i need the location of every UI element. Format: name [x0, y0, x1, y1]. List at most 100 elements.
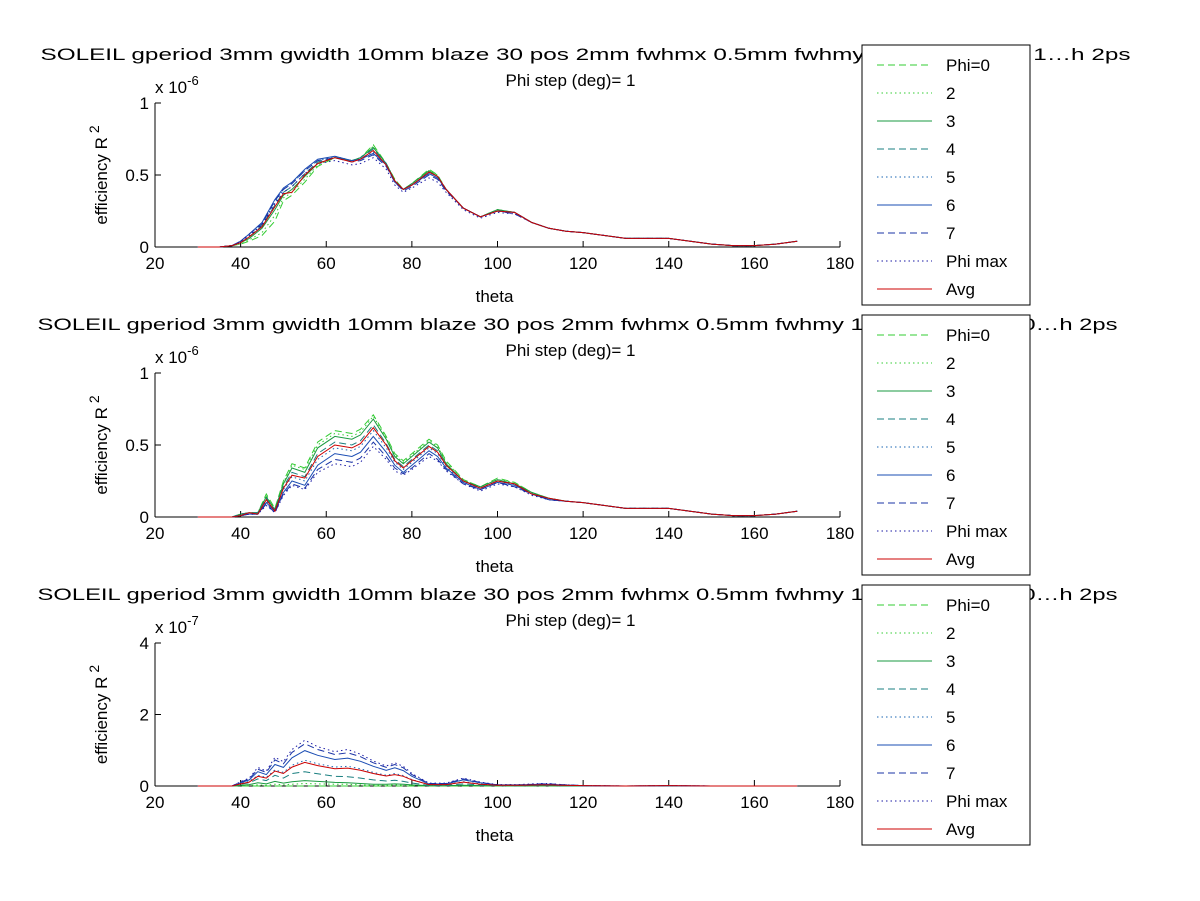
- series-line-7: [197, 743, 798, 787]
- series-line-5: [197, 151, 798, 248]
- legend-box: [861, 314, 1031, 576]
- legend-label: 5: [946, 438, 955, 457]
- legend-label: Phi max: [946, 792, 1008, 811]
- y-exponent-label: x 10-6: [155, 343, 199, 367]
- y-tick-label: 0: [140, 238, 149, 257]
- x-tick-label: 20: [146, 524, 165, 543]
- x-axis-label: theta: [476, 826, 514, 845]
- series-line-6: [197, 152, 798, 248]
- x-tick-label: 20: [146, 254, 165, 273]
- x-tick-label: 180: [826, 524, 854, 543]
- y-axis-label: efficiency R2: [86, 395, 111, 495]
- x-tick-label: 120: [569, 793, 597, 812]
- panel-title: SOLEIL gperiod 3mm gwidth 10mm blaze 30 …: [41, 45, 1131, 64]
- x-tick-label: 180: [826, 793, 854, 812]
- x-tick-label: 140: [655, 524, 683, 543]
- subplot-3: 20 40 60 80 100 120 140 160 180 0 2 4 x 10-7 SOLEIL g…: [38, 584, 1118, 846]
- x-tick-label: 60: [317, 254, 336, 273]
- y-axis-label: efficiency R2: [86, 665, 111, 765]
- panel-title: SOLEIL gperiod 3mm gwidth 10mm blaze 30 …: [38, 585, 1118, 604]
- legend-label: 6: [946, 736, 955, 755]
- y-tick-label: 1: [140, 364, 149, 383]
- x-tick-label: 40: [231, 793, 250, 812]
- panel-subtitle: Phi step (deg)= 1: [506, 71, 636, 90]
- y-tick-label: 0: [140, 777, 149, 796]
- subplot-1: 20 40 60 80 100 120 140 160 180 0 0.5 1 x 10-6 SOLEIL…: [41, 44, 1131, 306]
- x-tick-label: 80: [402, 793, 421, 812]
- legend-label: 7: [946, 494, 955, 513]
- series-line-5: [197, 429, 798, 518]
- legend-label: 3: [946, 382, 955, 401]
- series-line-2: [197, 415, 798, 518]
- legend-label: Avg: [946, 820, 975, 839]
- legend-label: Avg: [946, 550, 975, 569]
- y-tick-label: 0.5: [125, 166, 149, 185]
- x-tick-label: 80: [402, 254, 421, 273]
- legend-box: [861, 584, 1031, 846]
- panel-title: SOLEIL gperiod 3mm gwidth 10mm blaze 30 …: [38, 315, 1118, 334]
- series-line-3: [197, 418, 798, 518]
- x-tick-label: 100: [483, 793, 511, 812]
- x-axis-label: theta: [476, 287, 514, 306]
- x-tick-label: 120: [569, 254, 597, 273]
- x-tick-label: 60: [317, 524, 336, 543]
- x-tick-label: 140: [655, 254, 683, 273]
- x-tick-label: 80: [402, 524, 421, 543]
- legend-box: [861, 44, 1031, 306]
- x-tick-label: 140: [655, 793, 683, 812]
- legend: Phi=0 2 3 4 5 6 7 Phi max Avg: [861, 314, 1031, 576]
- x-tick-label: 100: [483, 254, 511, 273]
- series-line-7: [197, 154, 798, 248]
- legend: Phi=0 2 3 4 5 6 7 Phi max Avg: [861, 44, 1031, 306]
- panel-subtitle: Phi step (deg)= 1: [506, 341, 636, 360]
- subplot-2: 20 40 60 80 100 120 140 160 180 0 0.5 1 x 10-6 SOLEIL…: [38, 314, 1118, 576]
- legend-label: 6: [946, 196, 955, 215]
- series-line-2: [197, 145, 798, 248]
- series-line-9: [197, 149, 798, 248]
- x-tick-label: 40: [231, 524, 250, 543]
- series-line-9: [197, 761, 798, 787]
- x-axis-label: theta: [476, 557, 514, 576]
- panel-subtitle: Phi step (deg)= 1: [506, 611, 636, 630]
- legend-label: 4: [946, 140, 955, 159]
- legend-label: 6: [946, 466, 955, 485]
- legend-label: 4: [946, 410, 955, 429]
- legend-label: 3: [946, 652, 955, 671]
- x-tick-label: 160: [740, 793, 768, 812]
- x-tick-label: 160: [740, 254, 768, 273]
- series-line-1: [197, 413, 798, 518]
- series-line-9: [197, 426, 798, 518]
- series-line-4: [197, 423, 798, 518]
- y-tick-label: 0: [140, 508, 149, 527]
- legend-label: 7: [946, 764, 955, 783]
- y-axis-label: efficiency R2: [86, 125, 111, 225]
- series-line-3: [197, 146, 798, 248]
- x-tick-label: 180: [826, 254, 854, 273]
- y-tick-label: 0.5: [125, 436, 149, 455]
- legend-label: Phi=0: [946, 596, 990, 615]
- x-tick-label: 100: [483, 524, 511, 543]
- legend-label: Phi max: [946, 252, 1008, 271]
- series-line-1: [197, 144, 798, 248]
- legend-label: Avg: [946, 280, 975, 299]
- y-tick-label: 1: [140, 94, 149, 113]
- legend-label: Phi=0: [946, 326, 990, 345]
- x-tick-label: 40: [231, 254, 250, 273]
- x-tick-label: 60: [317, 793, 336, 812]
- legend-label: 2: [946, 84, 955, 103]
- x-tick-label: 20: [146, 793, 165, 812]
- legend-label: Phi=0: [946, 56, 990, 75]
- y-tick-label: 2: [140, 706, 149, 725]
- legend-label: 4: [946, 680, 955, 699]
- x-tick-label: 120: [569, 524, 597, 543]
- y-exponent-label: x 10-6: [155, 73, 199, 97]
- series-line-8: [197, 157, 798, 248]
- y-exponent-label: x 10-7: [155, 613, 199, 637]
- x-tick-label: 160: [740, 524, 768, 543]
- legend-label: Phi max: [946, 522, 1008, 541]
- legend-label: 3: [946, 112, 955, 131]
- legend-label: 7: [946, 224, 955, 243]
- legend-label: 2: [946, 624, 955, 643]
- series-line-5: [197, 759, 798, 787]
